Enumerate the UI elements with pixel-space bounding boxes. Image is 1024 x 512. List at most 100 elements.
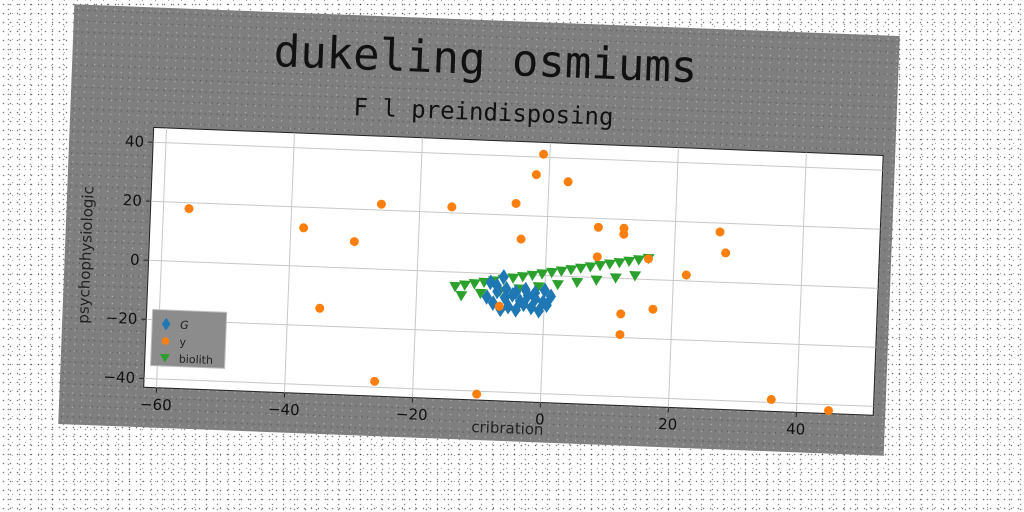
data-point [681, 270, 691, 280]
data-point [487, 295, 499, 311]
data-point [594, 260, 607, 272]
data-point [529, 285, 541, 301]
data-point [616, 309, 626, 319]
data-point [474, 288, 487, 300]
data-point [721, 248, 731, 258]
data-point [590, 275, 603, 286]
data-point [539, 282, 550, 299]
y-grid-line [144, 377, 874, 407]
data-point [498, 269, 509, 285]
data-point [449, 281, 462, 293]
data-point [522, 287, 533, 304]
series-y [184, 149, 834, 416]
data-point [520, 281, 531, 298]
x-tick-label: −40 [268, 400, 300, 419]
scatter-plot: −60 −40 −20 0 20 40 −40 −20 0 20 40 cribration psy… [74, 126, 884, 439]
data-point [555, 266, 568, 277]
data-point [472, 389, 482, 399]
data-point [643, 254, 653, 264]
data-point [468, 279, 481, 290]
data-point [485, 274, 496, 291]
data-point [349, 237, 359, 247]
x-grid-line [667, 147, 679, 408]
y-tick-label: 40 [125, 132, 145, 151]
y-axis-label: psychophysiologic [74, 186, 97, 324]
data-point [824, 406, 834, 416]
data-point [455, 290, 468, 302]
data-point [501, 281, 512, 297]
data-point [715, 227, 725, 237]
x-grid-line [283, 132, 295, 393]
y-grid-line [146, 318, 876, 348]
data-point [491, 277, 502, 294]
y-tick-label: −40 [103, 368, 135, 387]
legend-marker [160, 353, 171, 363]
data-point [299, 223, 309, 233]
legend-label: G [180, 319, 189, 332]
data-point [545, 288, 557, 305]
data-point [507, 273, 520, 284]
data-point [609, 273, 622, 284]
data-point [503, 298, 514, 315]
data-point [510, 284, 521, 300]
data-point [539, 149, 549, 159]
data-point [623, 256, 636, 268]
data-point [526, 270, 539, 282]
x-tick-label: −60 [140, 395, 172, 414]
data-point [536, 269, 549, 280]
data-point [494, 301, 504, 311]
data-point [619, 229, 629, 239]
y-tick-label: 20 [122, 191, 142, 210]
x-grid-line [795, 152, 807, 413]
data-point [537, 294, 549, 310]
y-grid-line [153, 141, 883, 171]
x-grid-line [411, 137, 423, 398]
data-point [531, 170, 541, 180]
legend-marker [161, 317, 171, 331]
series-biolith [449, 253, 655, 302]
legend-items: Gy biolith [160, 317, 214, 367]
data-point [516, 234, 526, 244]
legend: Gy biolith [150, 309, 228, 369]
data-point [376, 199, 386, 209]
data-point [648, 304, 658, 314]
data-point [766, 395, 776, 405]
data-point [571, 277, 584, 289]
axis-ticks: −60 −40 −20 0 20 40 −40 −20 0 20 40 [103, 132, 806, 439]
x-tick-label: 20 [658, 415, 678, 434]
data-point [546, 267, 559, 279]
data-point [532, 282, 545, 293]
data-point [575, 263, 588, 275]
y-grid-line [150, 200, 881, 230]
data-point [633, 255, 646, 266]
data-point [517, 272, 530, 283]
data-point [511, 198, 521, 208]
x-axis-label: cribration [471, 418, 544, 439]
data-point [514, 293, 526, 309]
chart-card: dukeling osmiums F l preindisposing −60−… [58, 4, 900, 456]
data-point [459, 280, 472, 291]
y-tick-label: 0 [130, 251, 140, 269]
data-point [563, 177, 573, 187]
data-point [613, 257, 626, 269]
data-point [565, 264, 578, 276]
data-point [370, 376, 380, 386]
data-point [551, 279, 564, 291]
data-point [447, 202, 457, 212]
data-marks [184, 149, 834, 416]
data-point [184, 204, 194, 214]
legend-label: y [179, 336, 186, 349]
legend-marker [161, 337, 170, 345]
data-point [315, 303, 325, 313]
y-tick-label: −20 [105, 309, 137, 328]
data-point [592, 252, 602, 262]
data-point [584, 262, 597, 273]
x-tick-label: 40 [786, 420, 806, 439]
plot-area [143, 126, 884, 416]
legend-label: biolith [179, 353, 214, 367]
data-point [481, 289, 492, 305]
x-tick-label: −20 [396, 405, 428, 424]
data-point [629, 270, 642, 282]
data-point [604, 259, 617, 270]
data-point [593, 222, 603, 232]
